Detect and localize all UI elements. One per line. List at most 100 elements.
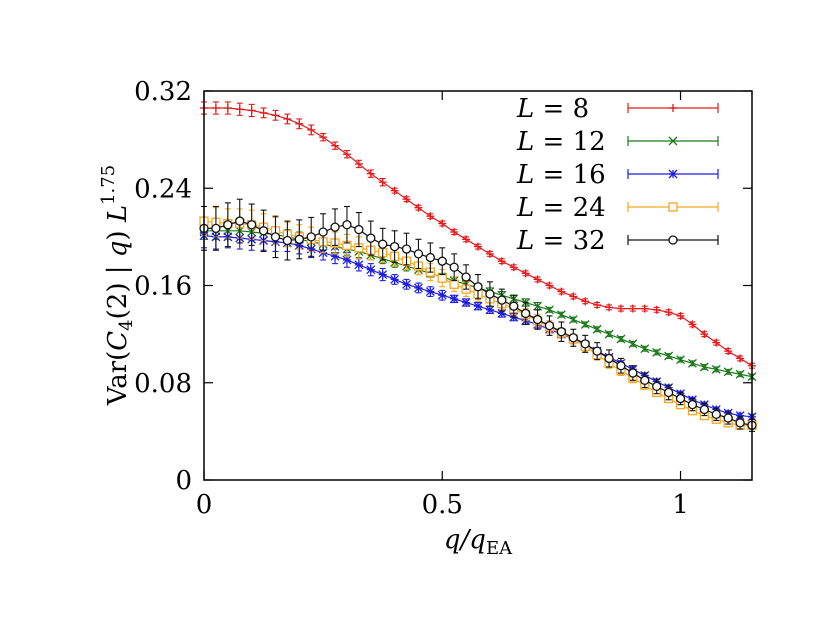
data-point <box>413 283 423 293</box>
data-point <box>485 249 494 258</box>
y-tick-label: 0 <box>175 466 192 496</box>
data-point <box>306 232 316 242</box>
data-point <box>461 298 471 307</box>
data-point <box>449 279 459 289</box>
data-point <box>605 303 614 312</box>
data-point <box>223 104 232 113</box>
data-point <box>556 327 567 337</box>
data-point <box>413 249 424 259</box>
data-point <box>652 381 662 392</box>
data-point <box>223 220 233 230</box>
data-point <box>331 141 340 150</box>
data-point <box>425 252 435 263</box>
legend-label: L = 32 <box>516 226 606 256</box>
data-point <box>544 320 555 331</box>
series-4 <box>199 198 757 432</box>
data-point <box>736 354 745 363</box>
plot-area <box>199 101 757 432</box>
legend-marker <box>668 235 678 245</box>
data-point <box>318 227 328 237</box>
data-point <box>664 351 674 361</box>
data-point <box>593 300 602 309</box>
data-point <box>688 320 697 329</box>
data-point <box>366 233 376 243</box>
data-point <box>354 260 364 270</box>
data-point <box>580 319 590 329</box>
data-point <box>378 178 387 187</box>
data-point <box>699 362 709 372</box>
data-point <box>723 413 733 423</box>
data-point <box>342 220 352 230</box>
data-point <box>342 255 352 265</box>
y-axis-label: Var(C4(2) | q) L1.75 <box>98 165 137 406</box>
data-point <box>283 114 292 123</box>
data-point <box>497 257 506 266</box>
data-point <box>390 274 400 284</box>
data-point <box>652 305 661 314</box>
data-point <box>295 119 304 128</box>
data-point <box>628 339 638 349</box>
data-point <box>533 275 542 284</box>
data-point <box>401 244 412 254</box>
legend: L = 8L = 12L = 16L = 24L = 32 <box>516 94 719 256</box>
data-point <box>628 304 637 313</box>
legend-entry: L = 24 <box>516 193 719 223</box>
data-point <box>556 310 566 320</box>
data-point <box>568 315 578 324</box>
data-point <box>604 329 614 339</box>
legend-label: L = 12 <box>516 127 606 157</box>
x-tick-label: 1 <box>672 490 689 520</box>
data-point <box>533 301 543 311</box>
data-point <box>628 368 638 378</box>
data-point <box>258 226 269 236</box>
data-point <box>270 232 281 242</box>
data-point <box>485 305 495 315</box>
legend-label: L = 24 <box>516 193 606 223</box>
data-point <box>735 418 745 428</box>
legend-marker <box>668 136 678 146</box>
data-point <box>711 364 721 374</box>
data-point <box>581 297 590 306</box>
data-point <box>354 224 364 235</box>
legend-entry: L = 32 <box>516 226 719 256</box>
data-point <box>592 346 602 356</box>
x-tick-label: 0 <box>196 490 213 520</box>
data-point <box>699 404 709 415</box>
data-point <box>497 295 507 305</box>
data-point <box>676 355 685 365</box>
data-point <box>521 269 530 278</box>
data-point <box>712 338 721 347</box>
y-tick-label: 0.08 <box>134 369 192 399</box>
data-point <box>330 222 340 232</box>
data-point <box>569 292 578 301</box>
data-point <box>235 105 244 114</box>
data-point <box>723 367 733 377</box>
data-point <box>616 334 626 344</box>
legend-entry: L = 8 <box>516 94 719 124</box>
data-point <box>449 294 459 304</box>
data-point <box>663 387 674 398</box>
legend-entry: L = 12 <box>516 127 719 157</box>
data-point <box>735 369 745 379</box>
data-point <box>521 308 531 319</box>
data-point <box>342 150 351 159</box>
data-point <box>307 125 316 134</box>
data-point <box>211 223 221 234</box>
data-point <box>438 219 447 228</box>
data-point <box>271 111 280 120</box>
legend-entry: L = 16 <box>516 160 719 190</box>
legend-marker <box>669 104 677 112</box>
data-point <box>473 301 483 311</box>
data-point <box>389 241 400 252</box>
data-point <box>652 347 662 357</box>
data-point <box>366 169 375 178</box>
data-point <box>724 347 733 356</box>
data-point <box>640 344 650 354</box>
data-point <box>366 265 376 275</box>
data-point <box>532 314 543 325</box>
data-point <box>402 195 411 204</box>
data-point <box>462 235 471 244</box>
y-tick-label: 0.16 <box>134 272 192 302</box>
